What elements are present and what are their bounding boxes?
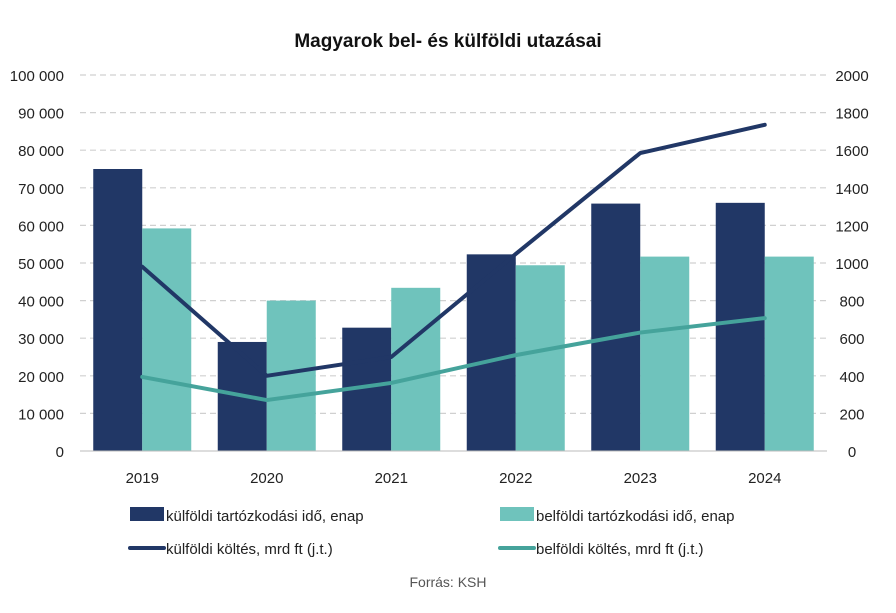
- y2-tick-label: 1400: [835, 181, 868, 198]
- y-tick-label: 100 000: [10, 68, 64, 85]
- y-tick-label: 40 000: [18, 294, 64, 311]
- bar-belfoldi-2024: [764, 256, 814, 451]
- bar-belfoldi-2019: [142, 228, 192, 451]
- bar-kulfoldi-2023: [591, 203, 641, 451]
- y2-tick-label: 1800: [835, 106, 868, 123]
- y2-tick-label: 2000: [835, 68, 868, 85]
- x-tick-label: 2021: [375, 470, 408, 487]
- legend-swatch: [130, 507, 164, 521]
- bar-belfoldi-2023: [640, 256, 690, 451]
- y-tick-label: 30 000: [18, 331, 64, 348]
- x-tick-label: 2020: [250, 470, 283, 487]
- y2-tick-label: 400: [839, 369, 864, 386]
- bar-kulfoldi-2022: [466, 254, 516, 451]
- bar-belfoldi-2021: [391, 287, 441, 451]
- y-tick-label: 0: [56, 444, 64, 461]
- y2-tick-label: 600: [839, 331, 864, 348]
- y-tick-label: 70 000: [18, 181, 64, 198]
- legend-swatch: [500, 507, 534, 521]
- line-belfoldi-koltes: [140, 316, 767, 403]
- y2-tick-label: 0: [848, 444, 856, 461]
- x-tick-label: 2023: [624, 470, 657, 487]
- source-note: Forrás: KSH: [409, 574, 486, 590]
- legend-label: belföldi költés, mrd ft (j.t.): [536, 541, 704, 558]
- y-tick-label: 90 000: [18, 106, 64, 123]
- legend-label: külföldi tartózkodási idő, enap: [166, 508, 364, 525]
- y-tick-label: 10 000: [18, 406, 64, 423]
- bar-kulfoldi-2024: [715, 202, 765, 451]
- y2-tick-label: 200: [839, 406, 864, 423]
- x-tick-label: 2022: [499, 470, 532, 487]
- y-tick-label: 80 000: [18, 143, 64, 160]
- y-tick-label: 60 000: [18, 218, 64, 235]
- x-tick-label: 2024: [748, 470, 781, 487]
- y-tick-label: 20 000: [18, 369, 64, 386]
- y2-tick-label: 800: [839, 294, 864, 311]
- bar-belfoldi-2022: [515, 265, 565, 451]
- bar-kulfoldi-2019: [93, 169, 143, 451]
- chart-title: Magyarok bel- és külföldi utazásai: [294, 31, 601, 52]
- y2-tick-label: 1600: [835, 143, 868, 160]
- y2-tick-label: 1000: [835, 256, 868, 273]
- legend-label: külföldi költés, mrd ft (j.t.): [166, 541, 333, 558]
- y2-tick-label: 1200: [835, 218, 868, 235]
- y-tick-label: 50 000: [18, 256, 64, 273]
- line-kulfoldi-koltes: [140, 122, 767, 378]
- legend-label: belföldi tartózkodási idő, enap: [536, 508, 734, 525]
- x-tick-label: 2019: [126, 470, 159, 487]
